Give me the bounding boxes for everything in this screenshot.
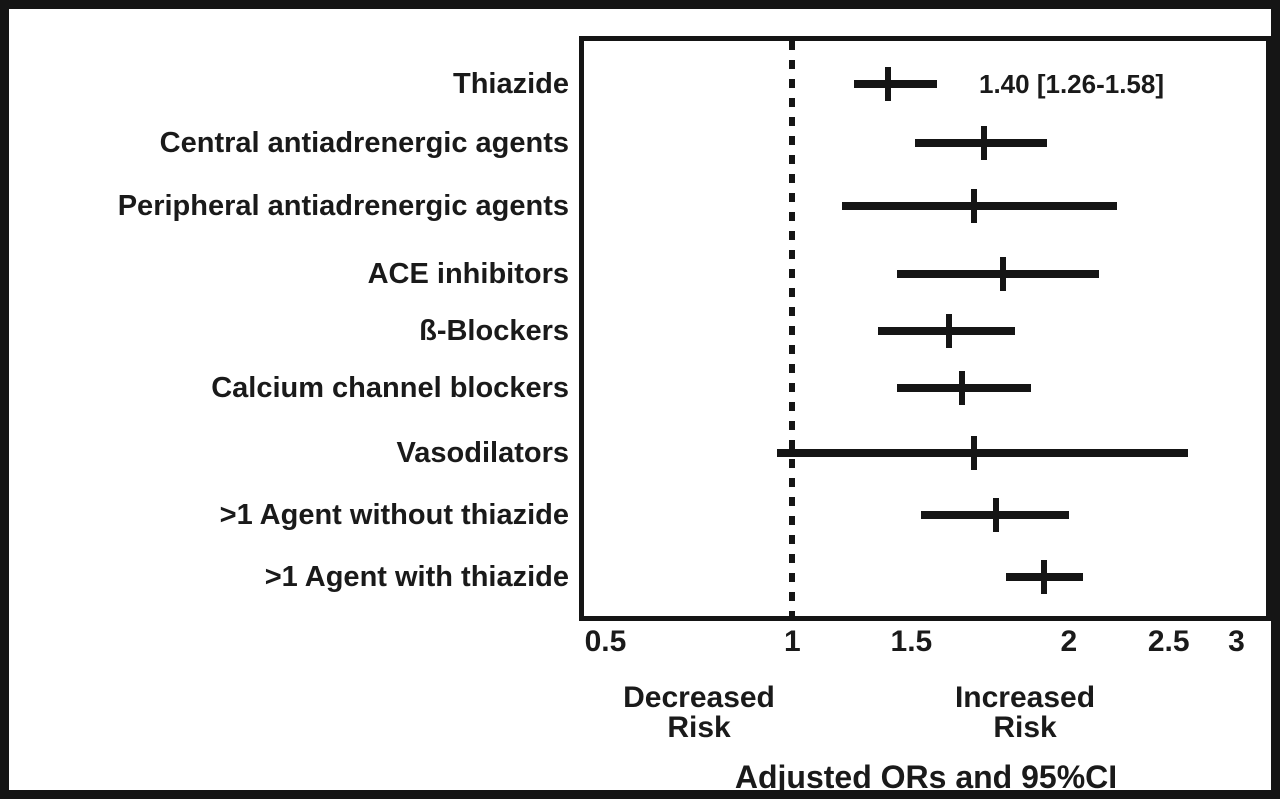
or-point-tick	[946, 314, 953, 348]
category-label: Central antiadrenergic agents	[159, 127, 569, 159]
x-axis-caption: Adjusted ORs and 95%CI	[734, 759, 1118, 795]
or-point-tick	[884, 67, 891, 101]
or-point-tick	[999, 257, 1006, 291]
or-point-tick	[971, 189, 978, 223]
x-axis-tick-label: 0.5	[584, 625, 627, 658]
ci-interval-bar	[897, 270, 1099, 278]
or-point-tick	[958, 371, 965, 405]
category-label: Calcium channel blockers	[211, 372, 569, 404]
ci-interval-bar	[842, 202, 1117, 210]
category-label: ACE inhibitors	[367, 258, 569, 290]
x-axis-tick-label: 1	[784, 625, 801, 658]
ci-interval-bar	[777, 449, 1188, 457]
category-label: >1 Agent without thiazide	[219, 499, 569, 531]
ci-interval-bar	[914, 139, 1047, 147]
category-label: ß-Blockers	[419, 315, 569, 347]
x-axis-tick-label: 3	[1228, 625, 1245, 658]
decreased-risk-label: Decreased Risk	[549, 683, 849, 743]
reference-line-or-1	[789, 41, 796, 616]
decreased-risk-line2: Risk	[667, 711, 731, 744]
or-point-tick	[980, 126, 987, 160]
or-point-tick	[993, 498, 1000, 532]
category-label: Peripheral antiadrenergic agents	[117, 190, 569, 222]
increased-risk-label: Increased Risk	[875, 683, 1175, 743]
category-label: Vasodilators	[396, 437, 569, 469]
or-point-tick	[1040, 560, 1047, 594]
or-value-annotation: 1.40 [1.26-1.58]	[979, 69, 1165, 99]
x-axis-tick-label: 2.5	[1147, 625, 1190, 658]
category-label: >1 Agent with thiazide	[264, 561, 569, 593]
x-axis-tick-label: 1.5	[890, 625, 933, 658]
ci-interval-bar	[854, 80, 937, 88]
increased-risk-line2: Risk	[993, 711, 1057, 744]
x-axis-tick-label: 2	[1060, 625, 1078, 658]
or-point-tick	[971, 436, 978, 470]
increased-risk-line1: Increased	[954, 681, 1096, 714]
category-label: Thiazide	[452, 68, 569, 100]
decreased-risk-line1: Decreased	[623, 681, 775, 714]
